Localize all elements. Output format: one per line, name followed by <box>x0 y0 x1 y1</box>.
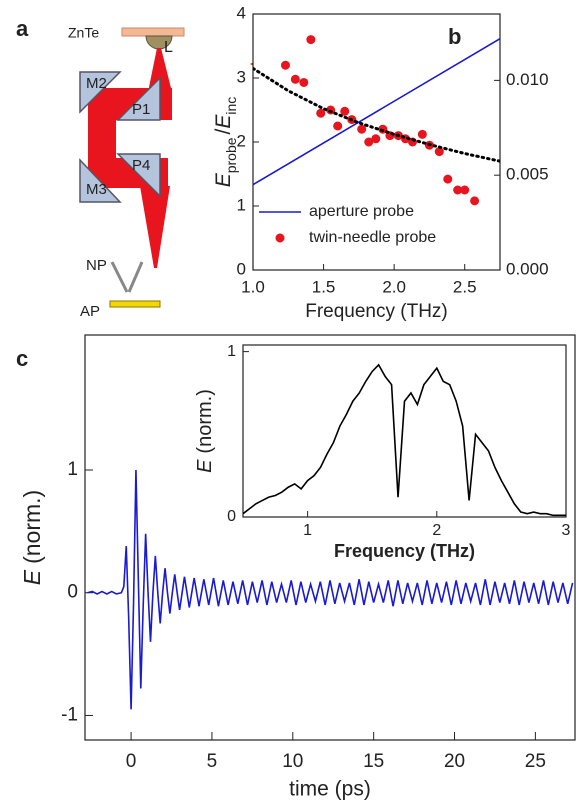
data-point <box>470 196 480 206</box>
data-point <box>364 137 374 147</box>
y-axis-label-part: E <box>212 114 235 129</box>
y-axis-label: E (norm.) <box>194 389 216 473</box>
y-tick-label: 1 <box>227 343 236 360</box>
y-axis-label-part: (norm.) <box>194 389 216 453</box>
data-point <box>340 106 350 116</box>
data-point <box>280 60 290 70</box>
data-point <box>417 129 427 139</box>
x-tick-label: 1.0 <box>241 277 265 296</box>
y-axis-label-part: inc <box>223 97 239 115</box>
data-point <box>371 134 381 144</box>
data-point <box>357 124 367 134</box>
series-line <box>253 66 500 163</box>
setup-diagram: a ZnTe L M2 P1 M3 P4 NP A <box>16 16 185 320</box>
x-tick-label: 1.5 <box>312 277 336 296</box>
x-tick-label: 10 <box>282 751 303 772</box>
label: M3 <box>86 181 107 198</box>
data-point <box>460 185 470 195</box>
y-axis-label: E (norm.) <box>19 490 45 585</box>
panel-letter: c <box>16 346 28 371</box>
y-tick-label: 1 <box>67 459 78 480</box>
x-tick-label: 0 <box>126 751 137 772</box>
y-axis-label-part: (norm.) <box>19 490 45 564</box>
data-point <box>316 108 326 118</box>
needle-probe <box>110 261 144 293</box>
y-tick-label: 2 <box>237 131 246 150</box>
x-tick-label: 1 <box>303 522 312 539</box>
data-point <box>306 35 316 45</box>
series-line <box>243 363 566 517</box>
y-axis-label-part: E <box>212 172 235 187</box>
y-axis-label-part: probe <box>223 137 239 173</box>
y-axis-label: Eprobe/Einc <box>212 97 239 188</box>
data-point <box>290 74 300 84</box>
legend-label: twin-needle probe <box>309 229 436 246</box>
mirrors <box>79 71 161 203</box>
label: L <box>164 39 173 56</box>
y-axis-label-part: E <box>194 459 216 473</box>
x-tick-label: 15 <box>363 751 384 772</box>
y2-tick-label: 0.010 <box>506 70 549 89</box>
panel-letter: b <box>448 24 461 49</box>
data-point <box>299 77 309 87</box>
data-point <box>434 147 444 157</box>
znte-crystal <box>121 27 185 37</box>
y-tick-label: 0 <box>227 508 236 525</box>
data-point <box>453 185 463 195</box>
legend-label: aperture probe <box>309 203 414 220</box>
label: NP <box>86 257 107 274</box>
y-tick-label: 3 <box>237 67 246 86</box>
y-tick-label: -1 <box>61 704 78 725</box>
x-tick-label: 2 <box>432 522 441 539</box>
x-tick-label: 2.5 <box>453 277 477 296</box>
y-tick-label: 4 <box>237 3 246 22</box>
panel-letter: a <box>16 16 29 41</box>
series-line <box>253 37 500 186</box>
data-point <box>443 174 453 184</box>
x-axis-label: time (ps) <box>289 778 371 801</box>
y-tick-label: 1 <box>237 195 246 214</box>
y-tick-label: 0 <box>237 259 246 278</box>
x-tick-label: 20 <box>444 751 465 772</box>
plot-frame <box>242 344 567 518</box>
chart: 1 2 3 0 1 Frequency (THz) E (norm.) <box>194 343 570 561</box>
x-tick-label: 25 <box>525 751 546 772</box>
chart: b 1.0 1.5 2.0 2.5 0 1 2 3 4 0.000 0.005 0.010 Frequen… <box>212 3 549 322</box>
label: P4 <box>132 157 150 174</box>
label: P1 <box>132 101 150 118</box>
legend-marker <box>275 233 285 243</box>
x-axis-label: Frequency (THz) <box>305 301 448 322</box>
y-axis-label-part: E <box>19 569 45 585</box>
setup-labels: ZnTe L M2 P1 M3 P4 NP AP <box>68 25 173 320</box>
x-axis-label: Frequency (THz) <box>334 541 475 561</box>
y2-tick-label: 0.005 <box>506 165 549 184</box>
label: AP <box>80 303 100 320</box>
y-tick-label: 0 <box>67 582 78 603</box>
aperture-plate <box>109 300 161 308</box>
data-point <box>333 121 343 131</box>
label: ZnTe <box>68 25 99 41</box>
x-tick-label: 5 <box>207 751 218 772</box>
y2-tick-label: 0.000 <box>506 259 549 278</box>
series-line <box>87 469 574 710</box>
label: M2 <box>86 75 107 92</box>
x-tick-label: 2.0 <box>382 277 406 296</box>
x-tick-label: 3 <box>562 522 571 539</box>
y-axis-label-part: / <box>212 128 235 134</box>
